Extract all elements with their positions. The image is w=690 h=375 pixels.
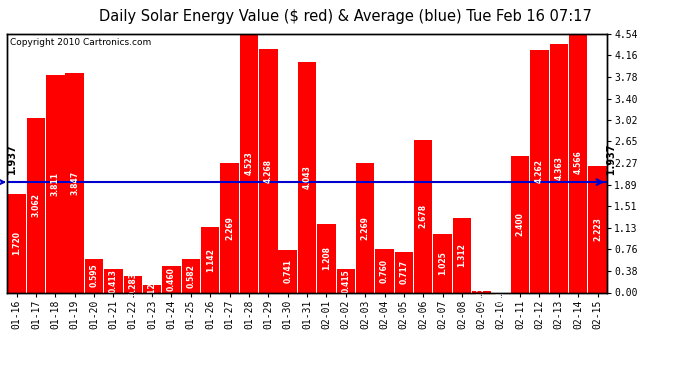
Text: Daily Solar Energy Value ($ red) & Average (blue) Tue Feb 16 07:17: Daily Solar Energy Value ($ red) & Avera… xyxy=(99,9,591,24)
Text: 1.937: 1.937 xyxy=(7,143,17,174)
Bar xyxy=(124,276,142,292)
Text: 0.760: 0.760 xyxy=(380,259,389,283)
Text: 4.523: 4.523 xyxy=(244,152,253,176)
Text: 0.028: 0.028 xyxy=(477,280,486,304)
Bar xyxy=(472,291,491,292)
Bar xyxy=(27,118,45,292)
Text: 1.720: 1.720 xyxy=(12,231,21,255)
Bar xyxy=(375,249,394,292)
Bar xyxy=(104,269,123,292)
Text: 0.582: 0.582 xyxy=(186,264,195,288)
Bar xyxy=(298,62,316,292)
Bar xyxy=(453,218,471,292)
Text: 2.269: 2.269 xyxy=(361,216,370,240)
Text: 1.937: 1.937 xyxy=(607,145,617,182)
Bar xyxy=(317,224,335,292)
Text: 1.312: 1.312 xyxy=(457,243,466,267)
Text: 4.043: 4.043 xyxy=(302,165,312,189)
Bar xyxy=(143,285,161,292)
Bar xyxy=(395,252,413,292)
Text: 3.062: 3.062 xyxy=(32,193,41,217)
Text: 4.268: 4.268 xyxy=(264,159,273,183)
Text: 3.811: 3.811 xyxy=(51,172,60,196)
Text: 2.400: 2.400 xyxy=(515,212,524,236)
Text: 0.460: 0.460 xyxy=(167,267,176,291)
Text: 4.566: 4.566 xyxy=(573,150,582,174)
Text: 2.269: 2.269 xyxy=(225,216,234,240)
Bar xyxy=(259,49,277,292)
Bar xyxy=(356,163,375,292)
Bar xyxy=(181,260,200,292)
Text: 3.847: 3.847 xyxy=(70,171,79,195)
Text: 0.717: 0.717 xyxy=(400,260,408,284)
Bar xyxy=(46,75,64,292)
Text: 4.262: 4.262 xyxy=(535,159,544,183)
Text: 1.208: 1.208 xyxy=(322,246,331,270)
Text: 0.283: 0.283 xyxy=(128,272,137,296)
Text: Copyright 2010 Cartronics.com: Copyright 2010 Cartronics.com xyxy=(10,38,151,46)
Bar xyxy=(162,266,181,292)
Bar xyxy=(414,140,433,292)
Text: 0.000: 0.000 xyxy=(496,280,505,304)
Text: 4.363: 4.363 xyxy=(554,156,563,180)
Text: 0.129: 0.129 xyxy=(148,277,157,301)
Bar xyxy=(201,227,219,292)
Text: 2.223: 2.223 xyxy=(593,217,602,241)
Bar xyxy=(569,32,587,292)
Bar xyxy=(220,163,239,292)
Text: 2.678: 2.678 xyxy=(419,204,428,228)
Bar xyxy=(239,35,258,292)
Bar xyxy=(66,73,84,292)
Bar xyxy=(337,269,355,292)
Bar xyxy=(433,234,452,292)
Bar xyxy=(550,44,568,292)
Text: 0.415: 0.415 xyxy=(342,269,351,292)
Text: 1.142: 1.142 xyxy=(206,248,215,272)
Bar xyxy=(279,250,297,292)
Text: 0.595: 0.595 xyxy=(90,264,99,287)
Bar xyxy=(530,50,549,292)
Text: 0.413: 0.413 xyxy=(109,269,118,292)
Bar xyxy=(8,195,26,292)
Bar xyxy=(85,259,104,292)
Bar xyxy=(589,166,607,292)
Bar xyxy=(511,156,529,292)
Text: 0.741: 0.741 xyxy=(283,260,292,284)
Text: 1.025: 1.025 xyxy=(438,251,447,275)
